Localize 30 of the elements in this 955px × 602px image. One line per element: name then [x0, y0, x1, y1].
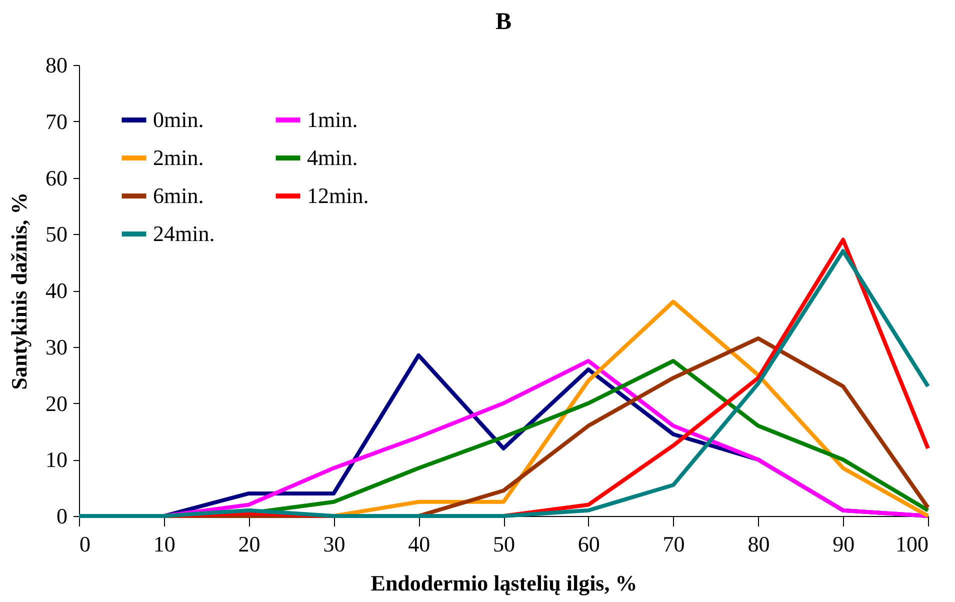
- y-tick-label: 60: [46, 165, 68, 190]
- x-tick-label: 100: [896, 532, 928, 556]
- y-tick-label: 50: [46, 222, 68, 247]
- legend-label: 4min.: [307, 145, 358, 170]
- legend-label: 1min.: [307, 107, 358, 132]
- legend-label: 0min.: [153, 107, 204, 132]
- x-axis-title: Endodermio ląstelių ilgis, %: [370, 570, 638, 596]
- x-tick-label: 50: [493, 532, 515, 556]
- x-tick-label: 30: [323, 532, 346, 556]
- x-tick-label: 60: [578, 532, 600, 556]
- legend-label: 12min.: [307, 183, 369, 208]
- chart-title: B: [495, 9, 512, 35]
- y-tick-label: 70: [46, 108, 68, 134]
- x-tick-label: 10: [153, 532, 176, 556]
- legend-label: 24min.: [153, 221, 215, 246]
- x-tick-label: 40: [408, 532, 430, 556]
- x-tick-label: 80: [748, 532, 770, 556]
- y-tick-label: 10: [46, 447, 68, 472]
- y-tick-label: 80: [46, 52, 68, 78]
- y-tick-label: 20: [46, 390, 68, 416]
- x-tick-label: 0: [80, 532, 90, 556]
- y-axis-title: Santykinis dažnis, %: [6, 192, 32, 390]
- y-tick-label: 30: [46, 334, 68, 360]
- y-tick-label: 40: [46, 278, 68, 303]
- legend-label: 2min.: [153, 145, 204, 170]
- x-tick-label: 20: [238, 532, 260, 556]
- x-tick-label: 70: [662, 532, 685, 556]
- y-tick-label: 0: [56, 504, 68, 528]
- legend-label: 6min.: [153, 183, 204, 208]
- x-tick-label: 90: [832, 532, 855, 556]
